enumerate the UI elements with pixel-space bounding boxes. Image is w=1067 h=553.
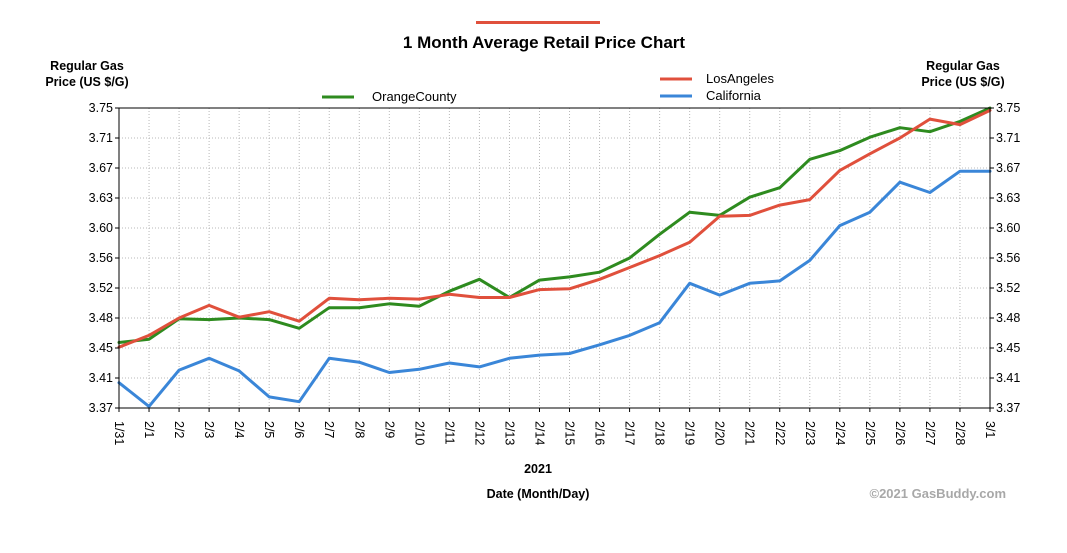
y-tick-label-right: 3.37 [996, 401, 1020, 415]
y-ticks: 3.75 3.75 3.71 3.71 3.67 3.67 3.63 3.63 3.60 3.60… [89, 101, 1021, 415]
y-tick-label-left: 3.71 [89, 131, 113, 145]
y-tick-label-right: 3.45 [996, 341, 1020, 355]
y-tick-label-left: 3.52 [89, 281, 113, 295]
series-line-california [117, 169, 992, 408]
x-tick-label: 2/9 [382, 421, 396, 438]
x-tick-label: 2/11 [442, 421, 456, 444]
right-axis-label-line2: Price (US $/G) [921, 75, 1004, 89]
x-tick-label: 2/4 [232, 421, 246, 438]
left-axis-label-line1: Regular Gas [50, 59, 124, 73]
y-tick-label-left: 3.60 [89, 221, 113, 235]
series-line-losangeles [117, 108, 992, 349]
x-tick-label: 2/6 [292, 421, 306, 438]
x-tick-label: 2/25 [863, 421, 877, 445]
x-tick-label: 2/14 [532, 421, 546, 445]
y-tick-label-right: 3.48 [996, 311, 1020, 325]
y-tick-label-right: 3.75 [996, 101, 1020, 115]
x-tick-label: 2/7 [322, 421, 336, 438]
y-tick-label-right: 3.52 [996, 281, 1020, 295]
copyright-text: ©2021 GasBuddy.com [870, 486, 1007, 501]
x-tick-label: 2/20 [713, 421, 727, 445]
y-tick-label-left: 3.41 [89, 371, 113, 385]
x-tick-label: 2/27 [923, 421, 937, 445]
y-tick-label-right: 3.71 [996, 131, 1020, 145]
x-tick-label: 2/5 [262, 421, 276, 438]
y-tick-label-left: 3.48 [89, 311, 113, 325]
x-tick-label: 2/8 [352, 421, 366, 438]
x-tick-label: 2/17 [623, 421, 637, 445]
y-tick-label-left: 3.37 [89, 401, 113, 415]
y-tick-label-right: 3.41 [996, 371, 1020, 385]
x-tick-label: 2/10 [412, 421, 426, 445]
left-axis-label-line2: Price (US $/G) [45, 75, 128, 89]
x-tick-label: 2/23 [803, 421, 817, 445]
y-tick-label-left: 3.63 [89, 191, 113, 205]
legend: OrangeCounty LosAngeles California [322, 71, 774, 104]
y-tick-label-right: 3.60 [996, 221, 1020, 235]
x-tick-label: 2/26 [893, 421, 907, 445]
x-tick-label: 2/3 [202, 421, 216, 438]
x-tick-label: 2/13 [502, 421, 516, 445]
y-tick-label-right: 3.56 [996, 251, 1020, 265]
x-tick-label: 2/12 [472, 421, 486, 445]
x-tick-label: 2/15 [563, 421, 577, 445]
x-tick-label: 2/16 [593, 421, 607, 445]
x-tick-label: 3/1 [983, 421, 997, 438]
chart-title: 1 Month Average Retail Price Chart [403, 33, 685, 52]
grid [119, 108, 990, 408]
x-tick-label: 2/1 [142, 421, 156, 438]
x-tick-label: 2/2 [172, 421, 186, 438]
y-tick-label-right: 3.67 [996, 161, 1020, 175]
x-tick-label: 2/22 [773, 421, 787, 445]
y-tick-label-right: 3.63 [996, 191, 1020, 205]
x-tick-label: 2/18 [653, 421, 667, 445]
x-tick-label: 2/19 [683, 421, 697, 445]
x-axis-label: Date (Month/Day) [487, 487, 590, 501]
x-tick-label: 2/24 [833, 421, 847, 445]
x-axis-year: 2021 [524, 462, 552, 476]
legend-label-orangecounty: OrangeCounty [372, 89, 457, 104]
accent-bar [476, 21, 600, 24]
y-tick-label-left: 3.56 [89, 251, 113, 265]
series-lines [117, 106, 992, 408]
x-ticks: 1/31 2/1 2/2 2/3 2/4 2/5 2/6 2/7 2/8 2/9 2/10 2/11 2… [112, 408, 997, 445]
y-tick-label-left: 3.67 [89, 161, 113, 175]
x-tick-label: 1/31 [112, 421, 126, 445]
legend-label-california: California [706, 88, 762, 103]
x-tick-label: 2/28 [953, 421, 967, 445]
x-tick-label: 2/21 [743, 421, 757, 445]
y-tick-label-left: 3.45 [89, 341, 113, 355]
right-axis-label-line1: Regular Gas [926, 59, 1000, 73]
y-tick-label-left: 3.75 [89, 101, 113, 115]
legend-label-losangeles: LosAngeles [706, 71, 774, 86]
series-line-orangecounty [117, 106, 992, 344]
